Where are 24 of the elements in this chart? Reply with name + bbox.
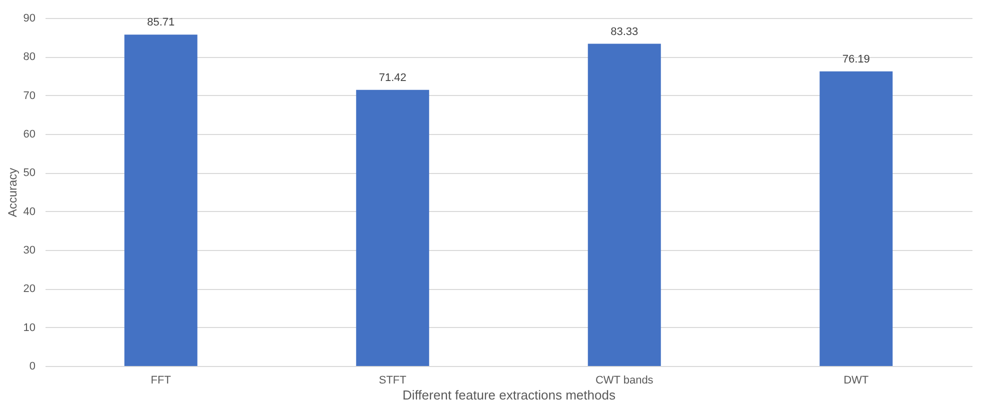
bar <box>124 34 198 366</box>
data-label: 83.33 <box>610 26 638 38</box>
y-tick-label: 40 <box>23 206 36 218</box>
x-axis-title: Different feature extractions methods <box>402 388 616 402</box>
x-tick-label: DWT <box>844 374 869 386</box>
bar <box>356 90 430 366</box>
data-label: 76.19 <box>842 53 870 66</box>
y-tick-label: 10 <box>23 322 36 334</box>
bar <box>588 44 661 366</box>
y-tick-label: 60 <box>23 128 36 140</box>
x-tick-label: FFT <box>150 374 172 386</box>
y-tick-label: 30 <box>23 244 36 256</box>
data-label: 71.42 <box>378 72 406 84</box>
bar <box>820 71 893 366</box>
y-tick-label: 70 <box>23 90 36 102</box>
y-tick-label: 50 <box>23 167 36 180</box>
x-tick-label: STFT <box>378 374 407 386</box>
x-tick-label: CWT bands <box>595 374 654 386</box>
y-axis-title: Accuracy <box>5 168 20 218</box>
data-label: 85.71 <box>147 16 175 29</box>
y-tick-label: 0 <box>29 360 36 372</box>
y-tick-label: 80 <box>23 51 36 64</box>
y-tick-label: 20 <box>23 283 36 296</box>
y-tick-label: 90 <box>23 12 36 24</box>
